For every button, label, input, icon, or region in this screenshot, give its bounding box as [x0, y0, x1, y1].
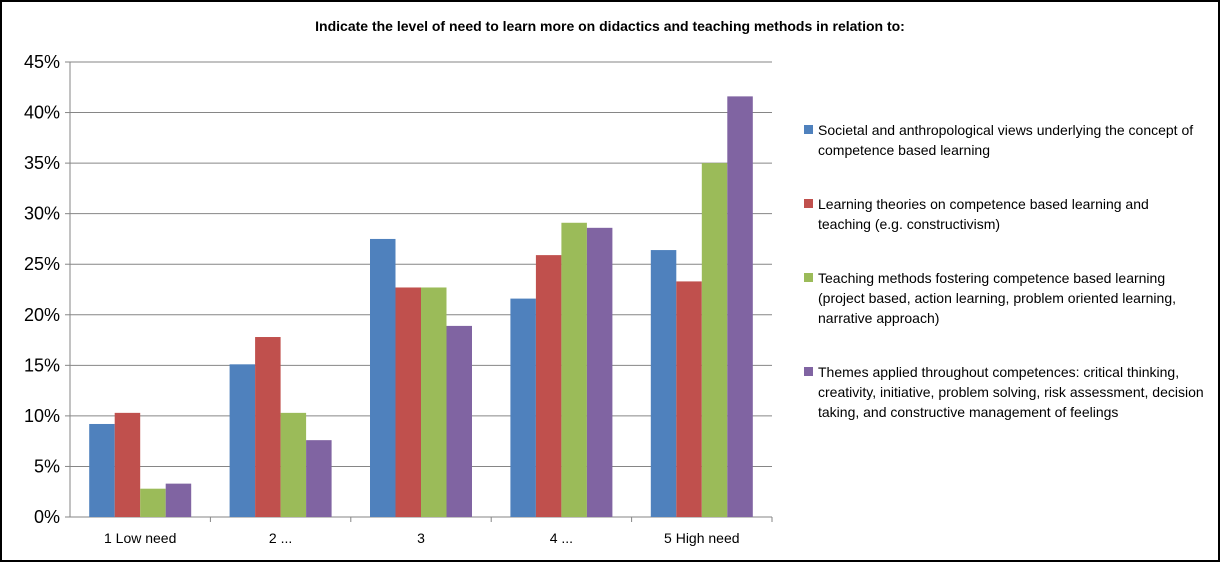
bar-1-1	[89, 423, 115, 517]
bar-4-5	[727, 96, 753, 517]
y-tick-label: 10%	[24, 406, 60, 426]
legend-label: Teaching methods fostering competence ba…	[818, 270, 1176, 326]
legend-label: Societal and anthropological views under…	[818, 122, 1194, 158]
bar-4-4	[586, 227, 613, 518]
legend-item: Learning theories on competence based le…	[804, 194, 1204, 234]
bar-2-2	[255, 337, 281, 517]
bar-2-3	[395, 287, 421, 517]
y-tick-label: 0%	[34, 507, 60, 527]
y-tick-label: 45%	[24, 52, 60, 72]
bar-3-5	[701, 163, 728, 517]
x-tick-label: 2 ...	[269, 530, 292, 546]
x-tick-label: 5 High need	[664, 530, 740, 546]
y-tick-label: 5%	[34, 456, 60, 476]
legend-swatch	[804, 367, 813, 376]
y-tick-label: 35%	[24, 153, 60, 173]
chart-title: Indicate the level of need to learn more…	[315, 18, 905, 34]
bar-1-2	[229, 364, 256, 517]
x-tick-label: 1 Low need	[104, 530, 176, 546]
legend-item: Themes applied throughout competences: c…	[804, 362, 1204, 422]
bar-1-4	[510, 298, 536, 517]
y-tick-label: 40%	[24, 103, 60, 123]
legend-item: Teaching methods fostering competence ba…	[804, 268, 1204, 328]
x-tick-label: 4 ...	[550, 530, 573, 546]
bar-2-5	[676, 281, 702, 517]
legend-swatch	[804, 273, 813, 282]
bar-3-3	[421, 287, 447, 517]
legend-label: Learning theories on competence based le…	[818, 196, 1149, 232]
y-tick-label: 25%	[24, 254, 60, 274]
bar-1-5	[650, 250, 677, 518]
bar-2-4	[535, 255, 562, 517]
y-tick-label: 30%	[24, 204, 60, 224]
bar-4-1	[165, 483, 192, 517]
y-tick-label: 20%	[24, 305, 60, 325]
legend-label: Themes applied throughout competences: c…	[818, 364, 1204, 420]
legend-swatch	[804, 199, 813, 208]
bar-3-4	[561, 222, 587, 517]
bar-4-3	[446, 325, 472, 517]
chart-legend: Societal and anthropological views under…	[804, 120, 1204, 456]
legend-item: Societal and anthropological views under…	[804, 120, 1204, 160]
y-tick-label: 15%	[24, 355, 60, 375]
bar-1-3	[370, 238, 396, 517]
legend-swatch	[804, 125, 813, 134]
bar-3-1	[140, 488, 166, 517]
bar-3-2	[280, 412, 307, 517]
bar-4-2	[306, 440, 332, 517]
bar-2-1	[114, 412, 141, 517]
x-tick-label: 3	[417, 530, 425, 546]
